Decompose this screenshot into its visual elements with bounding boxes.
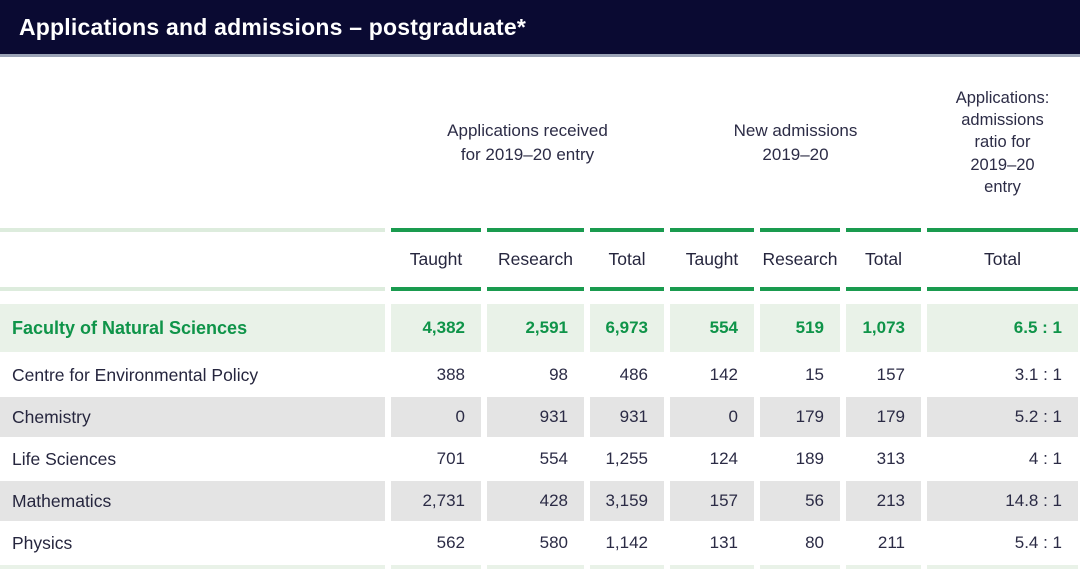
cell-value: 5.4 : 1 <box>1014 533 1062 552</box>
column-group-header-row: Applications received for 2019–20 entry … <box>0 57 1080 228</box>
cell-value: 580 <box>539 533 568 552</box>
cell-value: 98 <box>549 365 568 384</box>
cell-value: 6.5 : 1 <box>927 304 1078 352</box>
cell-value: 1,255 <box>605 449 648 468</box>
cell-value: 3,159 <box>590 481 664 521</box>
column-group-new-admissions: New admissions 2019–20 <box>733 120 858 164</box>
row-label: Mathematics <box>0 481 385 521</box>
table-row-chemistry: Chemistry 0 931 931 0 179 179 5.2 : 1 <box>0 397 1080 437</box>
cell-value: 56 <box>760 481 840 521</box>
subheader-applications-total: Total <box>590 228 664 291</box>
cell-value: 213 <box>846 481 921 521</box>
table-row-life-sciences: Life Sciences 701 554 1,255 124 189 313 … <box>0 439 1080 479</box>
cell-value: 931 <box>487 397 584 437</box>
cell-value: 14.8 : 1 <box>927 481 1078 521</box>
subheader-ratio-total: Total <box>927 228 1078 291</box>
row-label: Life Sciences <box>12 448 117 469</box>
table-row-mathematics: Mathematics 2,731 428 3,159 157 56 213 1… <box>0 481 1080 521</box>
cell-value: 931 <box>590 397 664 437</box>
subheader-applications-taught: Taught <box>391 228 481 291</box>
admissions-table: Applications received for 2019–20 entry … <box>0 57 1080 569</box>
cell-value: 701 <box>436 449 465 468</box>
column-group-applications-received: Applications received for 2019–20 entry <box>447 120 608 164</box>
cell-value: 519 <box>760 304 840 352</box>
subheader-applications-research: Research <box>487 228 584 291</box>
row-label: Chemistry <box>0 397 385 437</box>
cell-value: 80 <box>805 533 824 552</box>
row-label: Faculty of Natural Sciences <box>0 304 385 352</box>
subheader-admissions-research: Research <box>760 228 840 291</box>
partial-next-row <box>0 565 1080 569</box>
row-label: Physics <box>12 532 73 553</box>
cell-value: 4 : 1 <box>1028 449 1062 468</box>
cell-value: 179 <box>846 397 921 437</box>
cell-value: 1,073 <box>846 304 921 352</box>
cell-value: 5.2 : 1 <box>927 397 1078 437</box>
cell-value: 211 <box>877 533 905 552</box>
cell-value: 1,142 <box>605 533 648 552</box>
cell-value: 486 <box>619 365 648 384</box>
cell-value: 562 <box>436 533 465 552</box>
cell-value: 428 <box>487 481 584 521</box>
cell-value: 388 <box>436 365 465 384</box>
cell-value: 4,382 <box>391 304 481 352</box>
subheader-label-spacer <box>0 228 385 291</box>
cell-value: 0 <box>670 397 754 437</box>
table-row-physics: Physics 562 580 1,142 131 80 211 5.4 : 1 <box>0 523 1080 563</box>
cell-value: 124 <box>709 449 738 468</box>
cell-value: 3.1 : 1 <box>1014 365 1062 384</box>
cell-value: 0 <box>391 397 481 437</box>
subheader-admissions-total: Total <box>846 228 921 291</box>
cell-value: 554 <box>670 304 754 352</box>
cell-value: 179 <box>760 397 840 437</box>
page-title: Applications and admissions – postgradua… <box>19 13 527 40</box>
row-label: Centre for Environmental Policy <box>12 364 259 385</box>
cell-value: 142 <box>709 365 738 384</box>
subheader-row: Taught Research Total Taught Research To… <box>0 228 1080 291</box>
cell-value: 6,973 <box>590 304 664 352</box>
cell-value: 157 <box>670 481 754 521</box>
cell-value: 15 <box>805 365 824 384</box>
title-bar: Applications and admissions – postgradua… <box>0 0 1080 57</box>
subheader-admissions-taught: Taught <box>670 228 754 291</box>
cell-value: 157 <box>876 365 905 384</box>
cell-value: 2,591 <box>487 304 584 352</box>
cell-value: 189 <box>795 449 824 468</box>
table-row-faculty-of-natural-sciences: Faculty of Natural Sciences 4,382 2,591 … <box>0 304 1080 352</box>
cell-value: 2,731 <box>391 481 481 521</box>
cell-value: 313 <box>876 449 905 468</box>
column-group-applications-admissions-ratio: Applications: admissions ratio for 2019–… <box>955 88 1050 196</box>
cell-value: 131 <box>709 533 738 552</box>
cell-value: 554 <box>539 449 568 468</box>
table-row-centre-for-environmental-policy: Centre for Environmental Policy 388 98 4… <box>0 355 1080 395</box>
